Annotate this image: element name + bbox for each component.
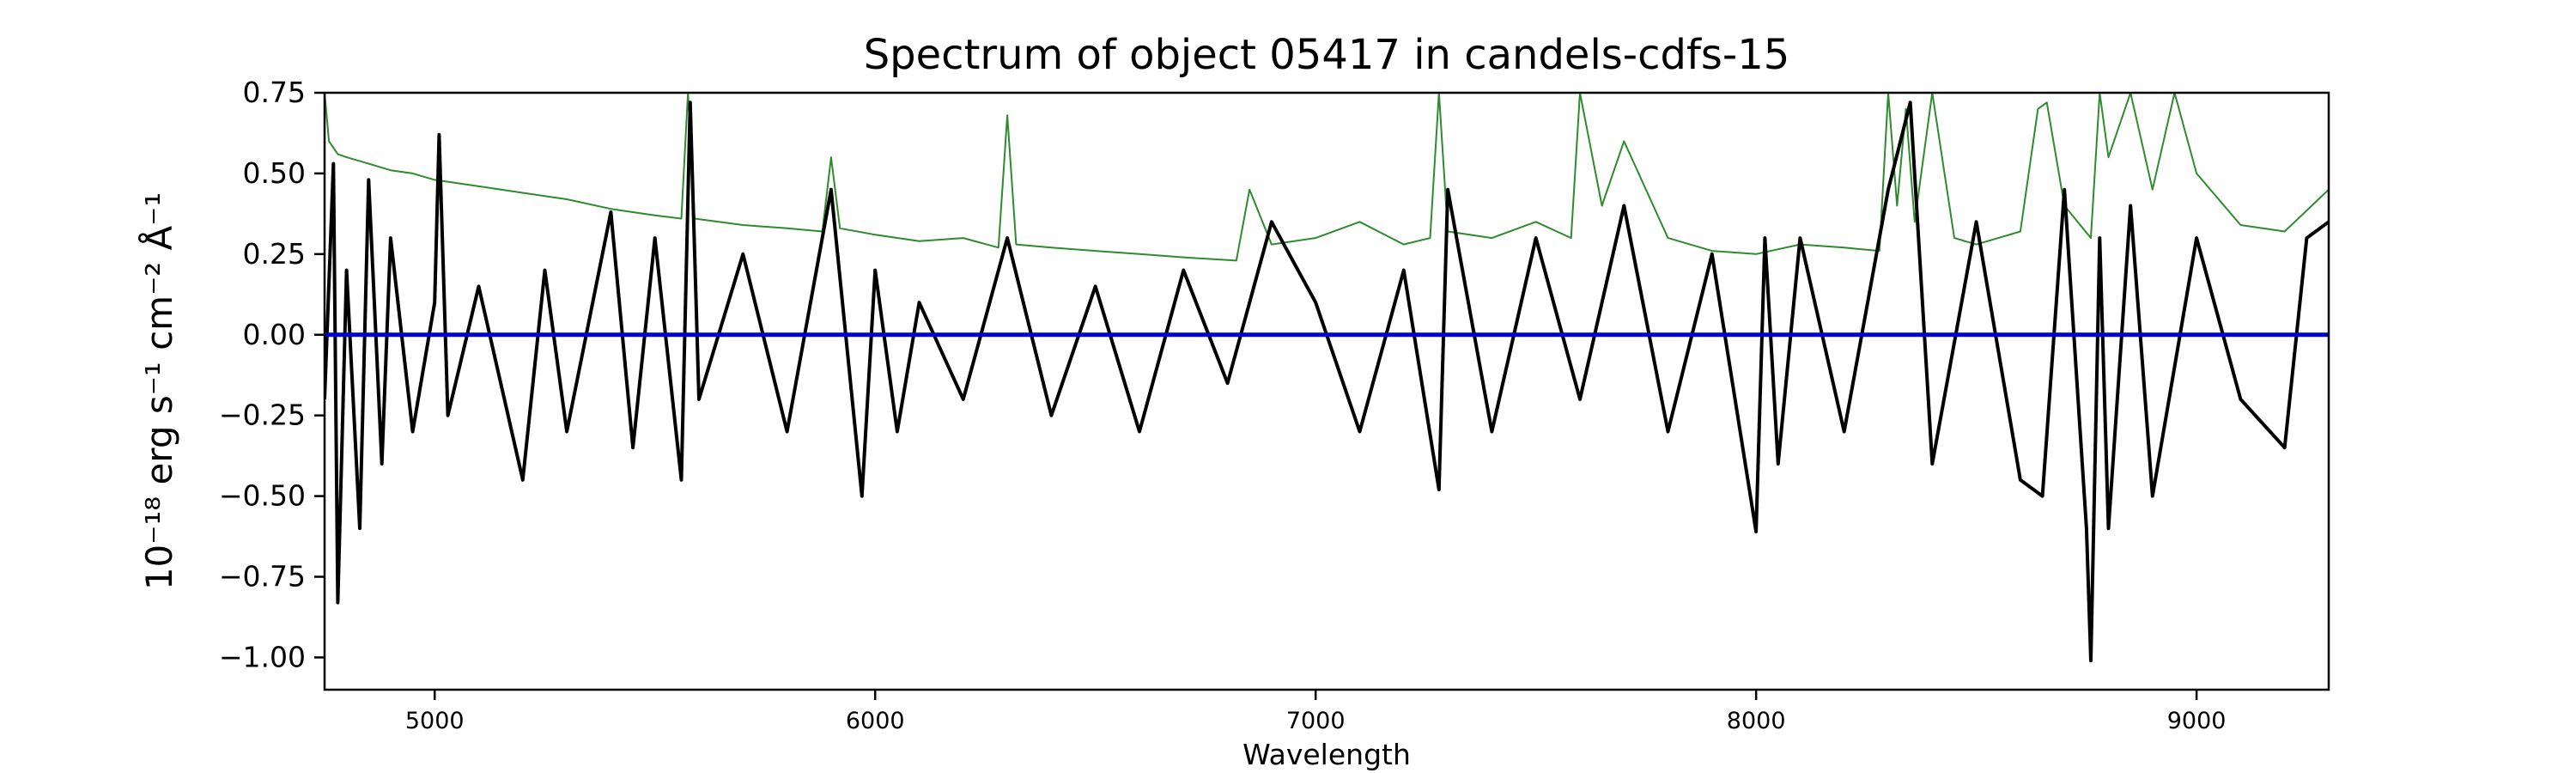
plot-frame (323, 91, 2330, 691)
x-tick-label: 9000 (2167, 708, 2227, 734)
axes: 0.75 0.50 0.25 0.00 −0.25 −0.50 −0.75 −1.00 5000… (219, 76, 2330, 734)
y-tick-label: 0.75 (243, 76, 306, 109)
series-line-1 (325, 93, 2329, 262)
y-tick-label: 0.25 (243, 237, 306, 271)
chart-title: Spectrum of object 05417 in candels-cdfs… (864, 31, 1790, 79)
y-tick-label: −1.00 (219, 640, 306, 673)
x-tick-label: 8000 (1727, 708, 1786, 734)
plot-area (325, 93, 2329, 663)
series-line-2 (325, 100, 2329, 663)
x-tick-label: 6000 (846, 708, 905, 734)
y-tick-label: −0.25 (219, 399, 306, 432)
y-tick-label: 0.00 (243, 318, 306, 351)
y-tick-label: −0.75 (219, 560, 306, 593)
x-tick-label: 7000 (1286, 708, 1346, 734)
x-axis-label: Wavelength (1242, 738, 1411, 771)
y-tick-label: 0.50 (243, 156, 306, 190)
y-tick-label: −0.50 (219, 479, 306, 513)
x-tick-label: 5000 (405, 708, 465, 734)
y-axis-label: 10⁻¹⁸ erg s⁻¹ cm⁻² Å⁻¹ (137, 192, 180, 590)
